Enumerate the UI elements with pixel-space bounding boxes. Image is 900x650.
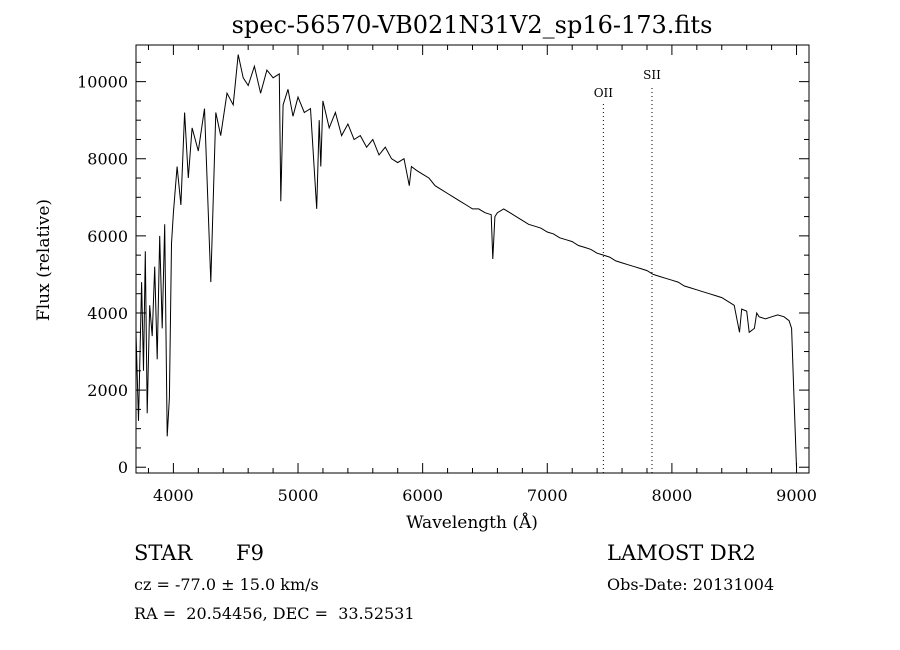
y-tick-label: 6000	[87, 227, 128, 246]
y-axis-label: Flux (relative)	[34, 199, 54, 321]
plot-frame	[135, 44, 810, 474]
axis-ticks: 4000 5000 6000 7000 8000 9000 0 2000 4000 6000 800…	[77, 45, 817, 505]
survey-name: LAMOST DR2	[607, 541, 756, 565]
x-tick-label: 5000	[278, 486, 319, 505]
spectrum-line	[135, 54, 797, 468]
y-tick-label: 8000	[87, 150, 128, 169]
x-tick-label: 4000	[153, 486, 194, 505]
reference-lines: OII SII	[594, 68, 661, 473]
coordinates-text: RA = 20.54456, DEC = 33.52531	[134, 604, 415, 623]
y-tick-label: 0	[118, 458, 128, 477]
reference-line-label: OII	[594, 86, 614, 100]
y-tick-label: 2000	[87, 381, 128, 400]
x-axis-label: Wavelength (Å)	[406, 512, 538, 533]
object-class: STAR	[134, 541, 193, 565]
spectral-subclass: F9	[236, 541, 264, 565]
x-tick-label: 9000	[776, 486, 817, 505]
obs-date: Obs-Date: 20131004	[607, 575, 775, 594]
redshift-text: cz = -77.0 ± 15.0 km/s	[134, 575, 319, 594]
x-tick-label: 8000	[652, 486, 693, 505]
reference-line-label: SII	[643, 68, 661, 82]
x-tick-label: 7000	[527, 486, 568, 505]
x-tick-label: 6000	[402, 486, 443, 505]
y-tick-label: 10000	[77, 73, 128, 92]
y-tick-label: 4000	[87, 304, 128, 323]
chart-title: spec-56570-VB021N31V2_sp16-173.fits	[232, 11, 713, 39]
